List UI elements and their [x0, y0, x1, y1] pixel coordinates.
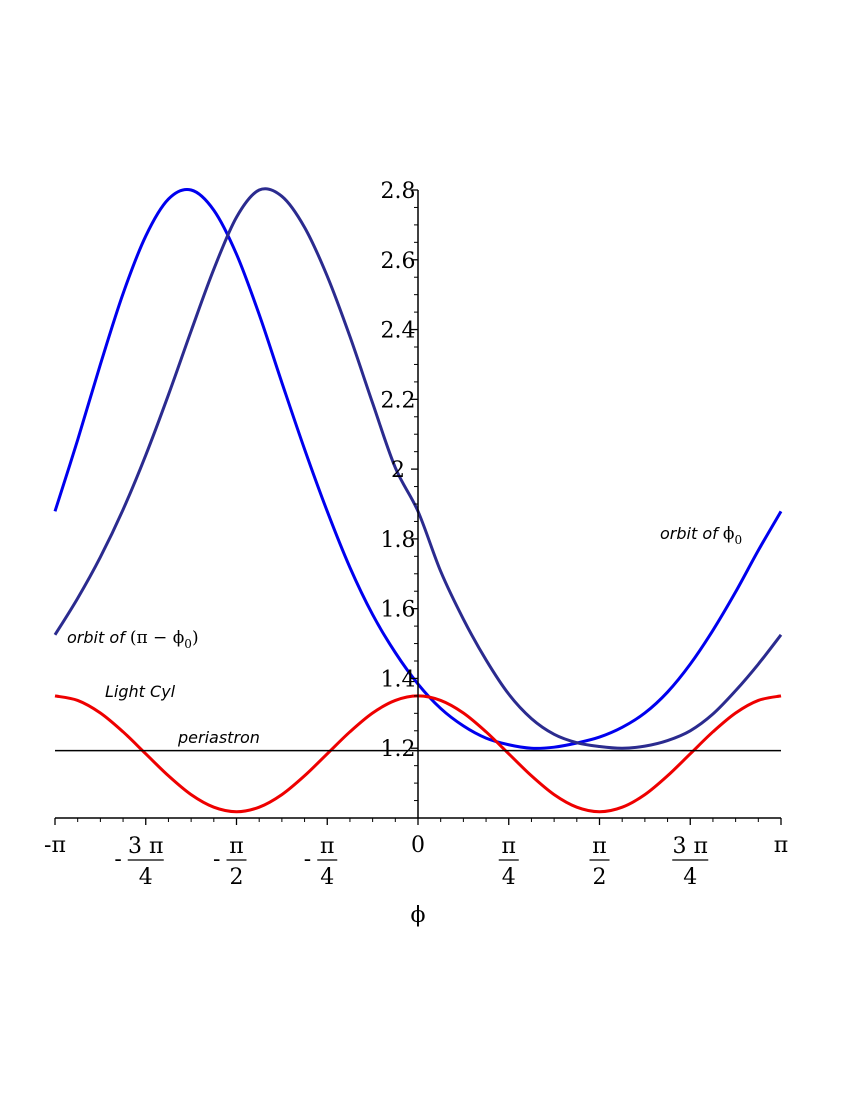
annotation-orbit-pi-minus-open: ( [130, 628, 137, 648]
annotation-periastron: periastron [177, 728, 260, 747]
x-tick-numerator-5: π [502, 834, 516, 859]
x-tick-denominator-6: 2 [593, 865, 607, 890]
x-tick-denominator-7: 4 [683, 865, 697, 890]
series-line-1 [53, 187, 783, 750]
x-tick-numerator-6: π [592, 834, 606, 859]
x-tick-label-4: 0 [411, 833, 425, 858]
x-tick-fraction-2: π 2- [213, 834, 247, 890]
y-tick-label-4: 2 [391, 458, 405, 483]
x-tick-denominator-2: 2 [229, 865, 243, 890]
x-tick-label-8: π [774, 833, 788, 858]
annotation-orbit-pi-minus-text: orbit of [67, 628, 130, 647]
x-tick-sign-1: - [114, 847, 121, 872]
x-tick-numerator-7: 3 π [673, 834, 708, 859]
x-tick-denominator-3: 4 [320, 865, 334, 890]
x-tick-fraction-6: π2 [589, 834, 610, 890]
x-tick-denominator-5: 4 [502, 865, 516, 890]
y-tick-label-8: 2.8 [381, 179, 416, 204]
annotation-orbit-pi-minus-phi0: orbit of (π − ϕ0) [67, 628, 199, 651]
y-tick-label-7: 2.6 [381, 249, 416, 274]
y-tick-label-5: 2.2 [381, 388, 416, 413]
y-tick-label-0: 1.2 [381, 737, 416, 762]
annotation-orbit-phi0-sub: 0 [734, 533, 742, 547]
annotation-orbit-pi-minus-sub: 0 [184, 637, 192, 651]
x-tick-denominator-1: 4 [139, 865, 153, 890]
x-tick-label-0: -π [44, 833, 66, 858]
x-tick-fraction-5: π4 [498, 834, 519, 890]
x-tick-sign-3: - [304, 847, 311, 872]
annotation-orbit-phi0: orbit of ϕ0 [660, 524, 742, 547]
x-tick-fraction-7: 3 π4 [672, 834, 709, 890]
y-tick-label-1: 1.4 [381, 667, 416, 692]
x-tick-sign-2: - [213, 847, 220, 872]
y-tick-label-6: 2.4 [381, 319, 416, 344]
annotation-light-cyl: Light Cyl [105, 682, 176, 701]
x-tick-numerator-2: π [229, 834, 243, 859]
annotation-orbit-phi0-symbol: ϕ [723, 524, 735, 544]
annotation-orbit-pi-minus-expr: π − ϕ [136, 628, 184, 648]
minor-ticks [77, 206, 759, 822]
x-tick-fraction-3: π 4- [304, 834, 338, 890]
x-tick-numerator-1: 3 π [128, 834, 163, 859]
y-tick-label-2: 1.6 [381, 598, 416, 623]
annotation-orbit-pi-minus-close: ) [192, 628, 199, 648]
x-axis-label: ϕ [411, 903, 426, 928]
x-tick-fraction-1: 3 π 4- [114, 834, 164, 890]
y-tick-label-3: 1.8 [381, 528, 416, 553]
annotation-orbit-phi0-text: orbit of [660, 524, 723, 543]
x-tick-numerator-3: π [320, 834, 334, 859]
y-ticks: 1.2 1.4 1.6 1.8 2 2.2 2.4 2.6 2.8 [381, 179, 418, 762]
series-line-0 [53, 188, 783, 750]
